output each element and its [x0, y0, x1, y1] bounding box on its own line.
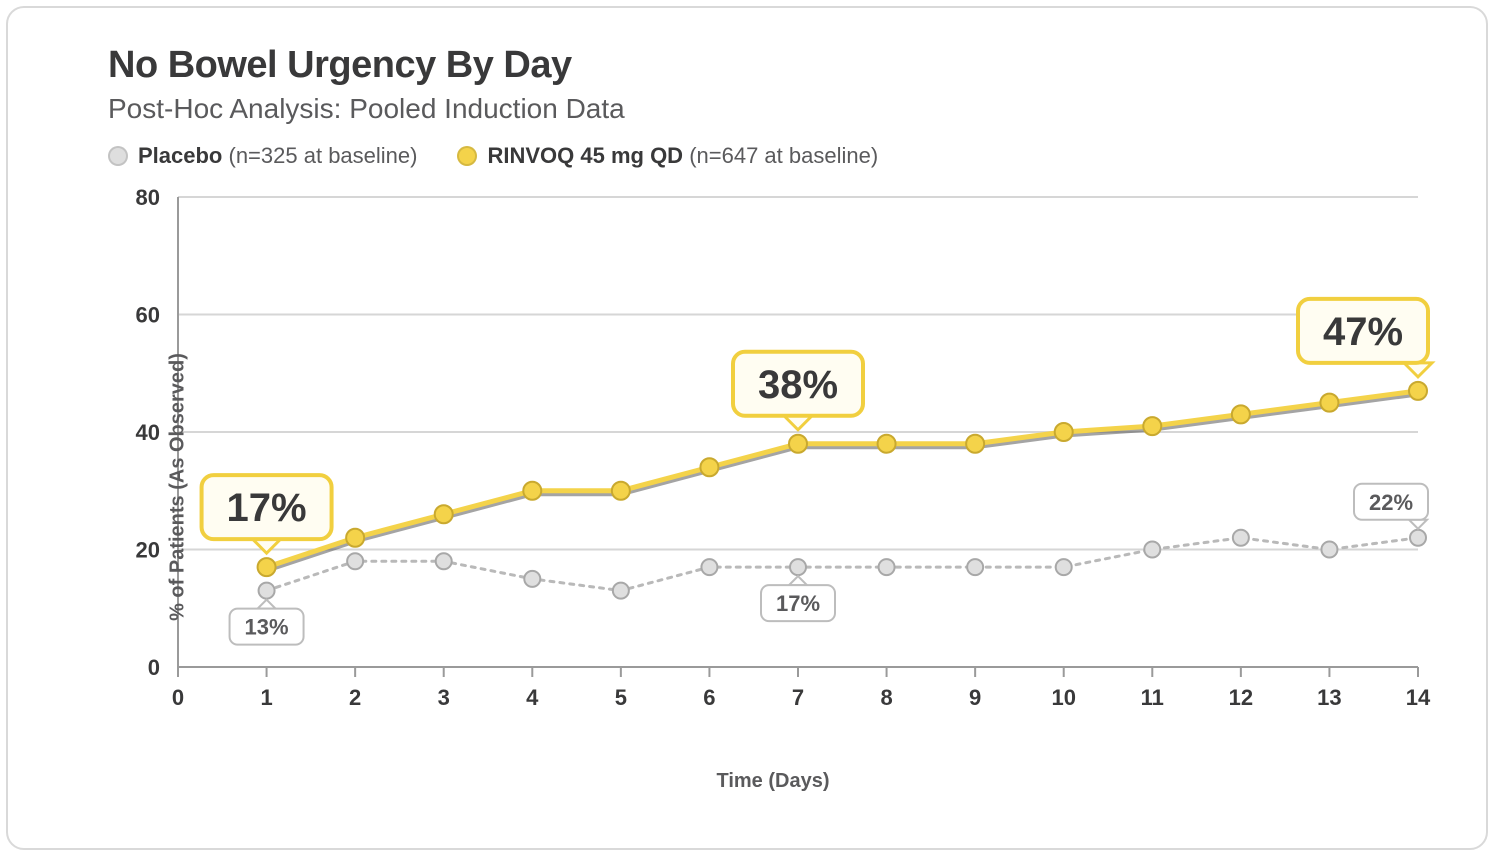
legend: Placebo (n=325 at baseline) RINVOQ 45 mg… [108, 143, 1436, 169]
series-marker-placebo [1321, 542, 1337, 558]
series-marker-placebo [1410, 530, 1426, 546]
x-tick-label: 2 [349, 685, 361, 710]
legend-dot-placebo-icon [108, 146, 128, 166]
y-axis-label: % of Patients (As Observed) [166, 353, 189, 621]
x-tick-label: 7 [792, 685, 804, 710]
y-tick-label: 0 [148, 655, 160, 680]
y-tick-label: 20 [136, 538, 160, 563]
series-marker-placebo [259, 583, 275, 599]
series-marker-rinvoq [1320, 394, 1338, 412]
callout: 47% [1298, 299, 1432, 377]
series-marker-placebo [879, 559, 895, 575]
series-marker-rinvoq [1232, 405, 1250, 423]
x-axis-label: Time (Days) [108, 770, 1438, 793]
series-marker-rinvoq [700, 458, 718, 476]
callout-text: 22% [1369, 490, 1413, 515]
series-marker-rinvoq [878, 435, 896, 453]
legend-label-rinvoq: RINVOQ 45 mg QD (n=647 at baseline) [487, 143, 878, 169]
callout: 13% [230, 600, 304, 645]
legend-item-rinvoq: RINVOQ 45 mg QD (n=647 at baseline) [457, 143, 878, 169]
x-tick-label: 9 [969, 685, 981, 710]
series-marker-rinvoq [789, 435, 807, 453]
series-marker-placebo [1144, 542, 1160, 558]
series-marker-placebo [1056, 559, 1072, 575]
chart-card: No Bowel Urgency By Day Post-Hoc Analysi… [6, 6, 1488, 850]
x-tick-label: 6 [703, 685, 715, 710]
series-marker-placebo [701, 559, 717, 575]
x-tick-label: 5 [615, 685, 627, 710]
series-marker-placebo [524, 571, 540, 587]
legend-dot-rinvoq-icon [457, 146, 477, 166]
series-marker-placebo [1233, 530, 1249, 546]
callout-text: 17% [227, 486, 307, 530]
series-marker-rinvoq [612, 482, 630, 500]
series-marker-rinvoq [435, 505, 453, 523]
y-tick-label: 80 [136, 187, 160, 210]
series-marker-placebo [790, 559, 806, 575]
series-marker-rinvoq [966, 435, 984, 453]
callout: 22% [1354, 484, 1428, 529]
series-marker-rinvoq [1143, 417, 1161, 435]
callout-text: 13% [245, 615, 289, 640]
series-marker-rinvoq [258, 558, 276, 576]
x-tick-label: 0 [172, 685, 184, 710]
x-tick-label: 1 [260, 685, 272, 710]
x-tick-label: 12 [1229, 685, 1253, 710]
legend-label-placebo: Placebo (n=325 at baseline) [138, 143, 417, 169]
chart-svg: 0204060800123456789101112131417%38%47%13… [108, 187, 1438, 747]
series-marker-placebo [613, 583, 629, 599]
x-tick-label: 14 [1406, 685, 1431, 710]
x-tick-label: 13 [1317, 685, 1341, 710]
x-tick-label: 11 [1141, 685, 1164, 710]
callout-text: 47% [1323, 310, 1403, 354]
callout: 38% [733, 352, 863, 430]
callout: 17% [202, 475, 332, 553]
series-marker-placebo [436, 553, 452, 569]
x-tick-label: 3 [438, 685, 450, 710]
callout-text: 38% [758, 363, 838, 407]
x-tick-label: 8 [880, 685, 892, 710]
series-marker-rinvoq [346, 529, 364, 547]
series-marker-rinvoq [523, 482, 541, 500]
chart-subtitle: Post-Hoc Analysis: Pooled Induction Data [108, 93, 1436, 125]
chart-title: No Bowel Urgency By Day [108, 44, 1436, 87]
series-marker-rinvoq [1409, 382, 1427, 400]
series-marker-rinvoq [1055, 423, 1073, 441]
series-marker-placebo [967, 559, 983, 575]
y-tick-label: 60 [136, 303, 160, 328]
legend-item-placebo: Placebo (n=325 at baseline) [108, 143, 417, 169]
x-tick-label: 10 [1051, 685, 1075, 710]
chart-area: % of Patients (As Observed) 020406080012… [108, 187, 1438, 787]
x-tick-label: 4 [526, 685, 539, 710]
callout-text: 17% [776, 591, 820, 616]
y-tick-label: 40 [136, 420, 160, 445]
callout: 17% [761, 576, 835, 621]
series-marker-placebo [347, 553, 363, 569]
